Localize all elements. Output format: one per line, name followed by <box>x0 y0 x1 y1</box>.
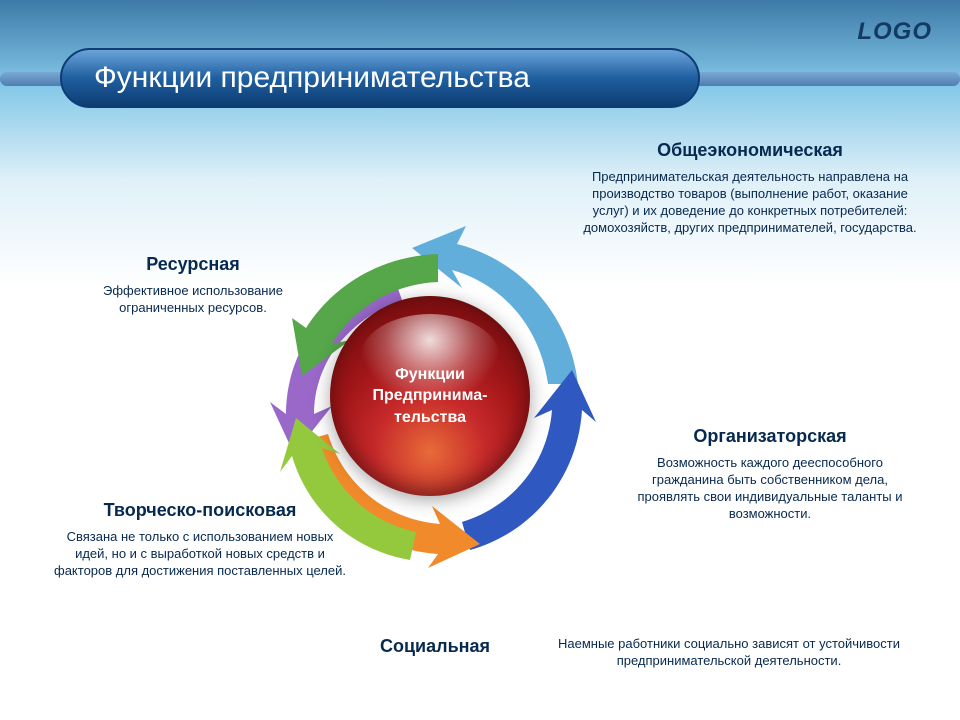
center-label: Функции Предпринима-тельства <box>330 364 530 429</box>
center-sphere: Функции Предпринима-тельства <box>330 296 530 496</box>
heading-creat: Творческо-поисковая <box>50 500 350 521</box>
block-org: Организаторская Возможность каждого деес… <box>620 426 920 523</box>
block-econ: Общеэкономическая Предпринимательская де… <box>575 140 925 237</box>
heading-econ: Общеэкономическая <box>575 140 925 161</box>
text-soc: Наемные работники социально зависят от у… <box>528 636 930 670</box>
text-org: Возможность каждого дееспособного гражда… <box>620 455 920 523</box>
block-res: Ресурсная Эффективное использование огра… <box>78 254 308 317</box>
block-creat: Творческо-поисковая Связана не только с … <box>50 500 350 580</box>
logo: LOGO <box>857 18 932 46</box>
heading-soc: Социальная <box>380 636 500 657</box>
title-bar: Функции предпринимательства <box>60 48 700 108</box>
text-econ: Предпринимательская деятельность направл… <box>575 169 925 237</box>
page-title: Функции предпринимательства <box>94 61 530 95</box>
heading-res: Ресурсная <box>78 254 308 275</box>
text-res: Эффективное использование ограниченных р… <box>78 283 308 317</box>
block-soc: Социальная Наемные работники социально з… <box>370 636 930 670</box>
heading-org: Организаторская <box>620 426 920 447</box>
text-creat: Связана не только с использованием новых… <box>50 529 350 580</box>
